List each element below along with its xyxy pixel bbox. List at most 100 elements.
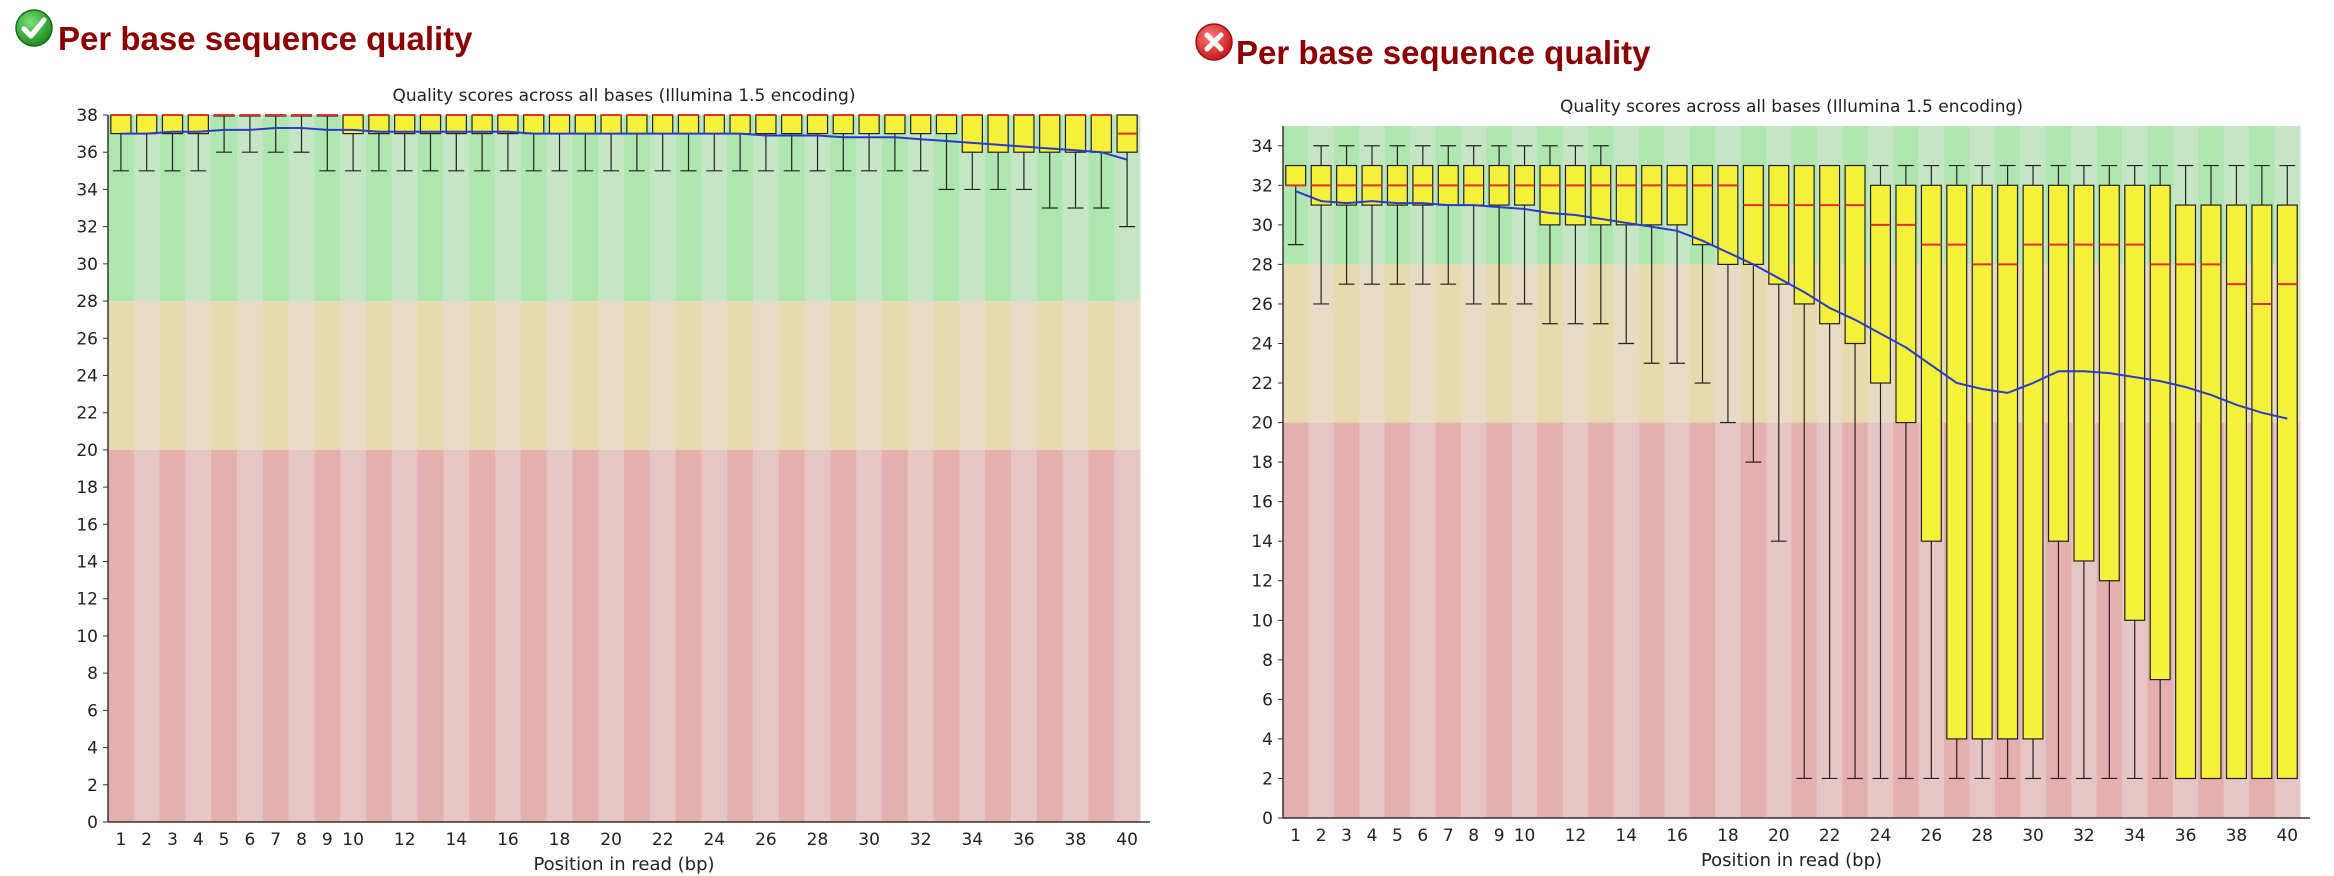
quality-band-2 — [340, 449, 367, 822]
x-tick-label: 24 — [1870, 826, 1892, 846]
quality-band-1 — [1062, 301, 1089, 450]
y-tick-label: 12 — [1251, 572, 1273, 592]
quality-band-2 — [159, 449, 186, 822]
quality-band-2 — [1384, 422, 1411, 818]
y-tick-label: 30 — [76, 255, 98, 275]
box — [1641, 164, 1663, 226]
quality-band-2 — [1562, 422, 1589, 818]
quality-band-2 — [288, 449, 315, 822]
quality-band-2 — [1537, 422, 1564, 818]
x-tick-label: 9 — [322, 830, 333, 850]
quality-band-2 — [1638, 422, 1665, 818]
x-tick-label: 40 — [1116, 830, 1138, 850]
x-tick-label: 8 — [1468, 826, 1479, 846]
quality-band-1 — [1088, 301, 1115, 450]
y-tick-label: 26 — [1251, 295, 1273, 315]
x-tick-label: 4 — [1367, 826, 1378, 846]
quality-band-1 — [391, 301, 419, 450]
box — [2149, 184, 2171, 681]
x-tick-label: 20 — [1768, 826, 1790, 846]
y-tick-label: 32 — [1251, 176, 1273, 196]
y-tick-label: 28 — [1251, 255, 1273, 275]
quality-band-2 — [1114, 449, 1141, 822]
x-tick-label: 1 — [1290, 826, 1301, 846]
x-axis-label: Position in read (bp) — [1701, 850, 1882, 871]
quality-band-1 — [1359, 264, 1386, 423]
y-tick-label: 22 — [1251, 374, 1273, 394]
quality-band-1 — [469, 301, 496, 450]
y-tick-label: 22 — [76, 404, 98, 424]
y-tick-label: 2 — [1262, 769, 1273, 789]
box — [2276, 204, 2298, 780]
x-tick-label: 6 — [244, 830, 255, 850]
quality-band-1 — [778, 301, 806, 450]
y-tick-label: 16 — [76, 515, 98, 535]
quality-band-2 — [237, 449, 264, 822]
y-tick-label: 34 — [1251, 137, 1273, 157]
quality-band-2 — [1511, 422, 1538, 818]
quality-band-1 — [649, 301, 677, 450]
y-tick-label: 20 — [76, 441, 98, 461]
x-tick-label: 12 — [1565, 826, 1587, 846]
x-tick-label: 6 — [1417, 826, 1428, 846]
quality-band-1 — [907, 301, 935, 450]
y-tick-label: 4 — [87, 739, 98, 759]
quality-band-2 — [778, 449, 806, 822]
box — [1615, 164, 1637, 226]
y-tick-label: 38 — [76, 106, 98, 126]
x-tick-label: 14 — [1615, 826, 1637, 846]
quality-band-1 — [1011, 301, 1038, 450]
panel-heading: Per base sequence quality — [1236, 34, 1651, 71]
x-tick-label: 5 — [1392, 826, 1403, 846]
quality-band-2 — [907, 449, 935, 822]
y-tick-label: 16 — [1251, 493, 1273, 513]
x-tick-label: 32 — [910, 830, 932, 850]
box — [1819, 164, 1841, 325]
quality-band-1 — [133, 301, 161, 450]
box — [2200, 204, 2222, 780]
y-tick-label: 6 — [87, 701, 98, 721]
x-tick-label: 7 — [1443, 826, 1454, 846]
x-tick-label: 28 — [807, 830, 829, 850]
x-tick-label: 16 — [497, 830, 519, 850]
x-tick-label: 22 — [652, 830, 674, 850]
quality-band-1 — [159, 301, 186, 450]
quality-band-1 — [211, 301, 238, 450]
panel-heading: Per base sequence quality — [58, 20, 473, 57]
y-tick-label: 34 — [76, 180, 98, 200]
box — [1717, 164, 1739, 266]
x-tick-label: 9 — [1494, 826, 1505, 846]
chart-title: Quality scores across all bases (Illumin… — [393, 86, 856, 106]
quality-band-1 — [753, 301, 780, 450]
quality-band-1 — [108, 301, 135, 450]
y-tick-label: 36 — [76, 143, 98, 163]
y-tick-label: 0 — [1262, 809, 1273, 829]
box — [1666, 164, 1688, 226]
quality-band-1 — [314, 301, 341, 450]
box — [1768, 164, 1790, 285]
box — [2225, 204, 2247, 780]
y-tick-label: 2 — [87, 776, 98, 796]
quality-band-1 — [520, 301, 548, 450]
quality-band-2 — [1333, 422, 1360, 818]
quality-band-2 — [1359, 422, 1386, 818]
x-tick-label: 34 — [2124, 826, 2146, 846]
y-tick-label: 26 — [76, 329, 98, 349]
quality-band-2 — [675, 449, 702, 822]
quality-band-2 — [598, 449, 625, 822]
quality-band-1 — [933, 301, 960, 450]
quality-band-1 — [417, 301, 444, 450]
quality-band-2 — [1460, 422, 1487, 818]
y-tick-label: 18 — [1251, 453, 1273, 473]
quality-band-1 — [830, 301, 857, 450]
x-tick-label: 3 — [1341, 826, 1352, 846]
quality-band-1 — [1283, 264, 1309, 423]
quality-band-2 — [262, 449, 290, 822]
mean-line — [120, 127, 1128, 161]
y-tick-label: 14 — [76, 553, 98, 573]
y-tick-label: 4 — [1262, 730, 1273, 750]
quality-band-2 — [856, 449, 883, 822]
x-tick-label: 18 — [549, 830, 571, 850]
box — [2098, 184, 2120, 582]
box — [1971, 184, 1993, 740]
